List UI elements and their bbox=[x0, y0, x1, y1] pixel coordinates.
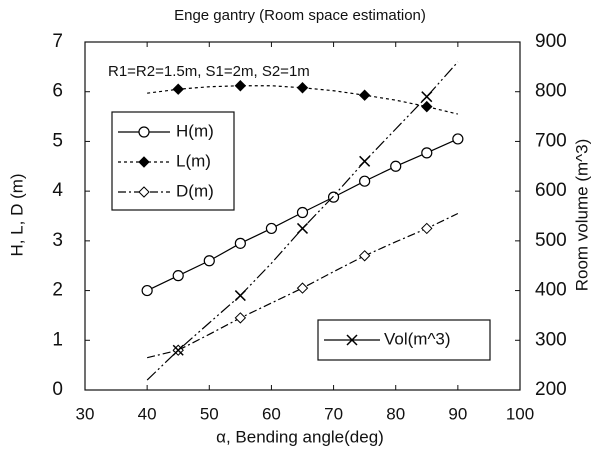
marker bbox=[172, 270, 184, 282]
marker bbox=[172, 344, 184, 356]
marker bbox=[234, 290, 246, 302]
y-tick-label: 3 bbox=[52, 230, 63, 251]
marker bbox=[234, 312, 247, 324]
marker bbox=[234, 80, 247, 92]
y-tick-label: 2 bbox=[52, 280, 63, 301]
marker bbox=[203, 255, 215, 267]
y2-axis-label: Room volume (m^3) bbox=[572, 139, 591, 292]
y2-tick-label: 600 bbox=[535, 180, 567, 201]
y-tick-label: 4 bbox=[52, 180, 63, 201]
marker bbox=[296, 206, 309, 219]
y2-tick-label: 300 bbox=[535, 329, 567, 350]
series-line bbox=[147, 212, 459, 359]
y2-tick-label: 200 bbox=[535, 379, 567, 400]
marker bbox=[452, 133, 464, 145]
series-line bbox=[146, 61, 459, 381]
x-tick-label: 50 bbox=[200, 404, 219, 423]
legend-label: D(m) bbox=[176, 181, 214, 200]
x-tick-label: 30 bbox=[76, 404, 95, 423]
marker bbox=[234, 237, 246, 249]
marker bbox=[390, 160, 402, 172]
legend-box bbox=[111, 111, 235, 211]
y2-tick-label: 900 bbox=[535, 31, 567, 52]
x-tick-label: 60 bbox=[262, 404, 281, 423]
series-line bbox=[147, 85, 458, 115]
plot-frame bbox=[84, 41, 521, 391]
y2-tick-label: 800 bbox=[535, 81, 567, 102]
x-tick-label: 100 bbox=[506, 404, 534, 423]
y-tick-label: 0 bbox=[52, 379, 63, 400]
marker bbox=[421, 100, 433, 113]
marker bbox=[138, 186, 150, 198]
marker bbox=[296, 222, 309, 234]
x-axis-label: α, Bending angle(deg) bbox=[216, 427, 384, 446]
y2-tick-label: 400 bbox=[535, 280, 567, 301]
marker bbox=[421, 91, 433, 103]
x-tick-label: 70 bbox=[324, 404, 343, 423]
legend-label: H(m) bbox=[176, 121, 214, 140]
x-tick-label: 40 bbox=[138, 404, 157, 423]
marker bbox=[358, 250, 371, 262]
marker bbox=[172, 83, 184, 95]
y2-tick-label: 700 bbox=[535, 130, 567, 151]
x-tick-label: 90 bbox=[448, 404, 467, 423]
y-tick-label: 5 bbox=[52, 130, 63, 151]
marker bbox=[327, 191, 340, 203]
marker bbox=[265, 222, 278, 235]
marker bbox=[296, 82, 309, 94]
y-tick-label: 1 bbox=[52, 329, 63, 350]
y-tick-label: 6 bbox=[52, 81, 63, 102]
marker bbox=[141, 284, 153, 297]
legend-label: Vol(m^3) bbox=[384, 329, 451, 348]
chart-title: Enge gantry (Room space estimation) bbox=[174, 7, 426, 24]
y2-tick-label: 500 bbox=[535, 230, 567, 251]
marker bbox=[138, 156, 150, 168]
y-axis-label: H, L, D (m) bbox=[7, 173, 26, 256]
marker bbox=[359, 155, 371, 167]
marker bbox=[138, 126, 150, 138]
marker bbox=[359, 175, 371, 187]
y-tick-label: 7 bbox=[52, 31, 63, 52]
x-tick-label: 80 bbox=[386, 404, 405, 423]
marker bbox=[296, 282, 309, 294]
annotation: R1=R2=1.5m, S1=2m, S2=1m bbox=[108, 63, 310, 80]
marker bbox=[421, 147, 433, 159]
legend-label: L(m) bbox=[176, 151, 211, 170]
marker bbox=[346, 334, 358, 346]
marker bbox=[421, 222, 433, 235]
marker bbox=[358, 89, 371, 101]
